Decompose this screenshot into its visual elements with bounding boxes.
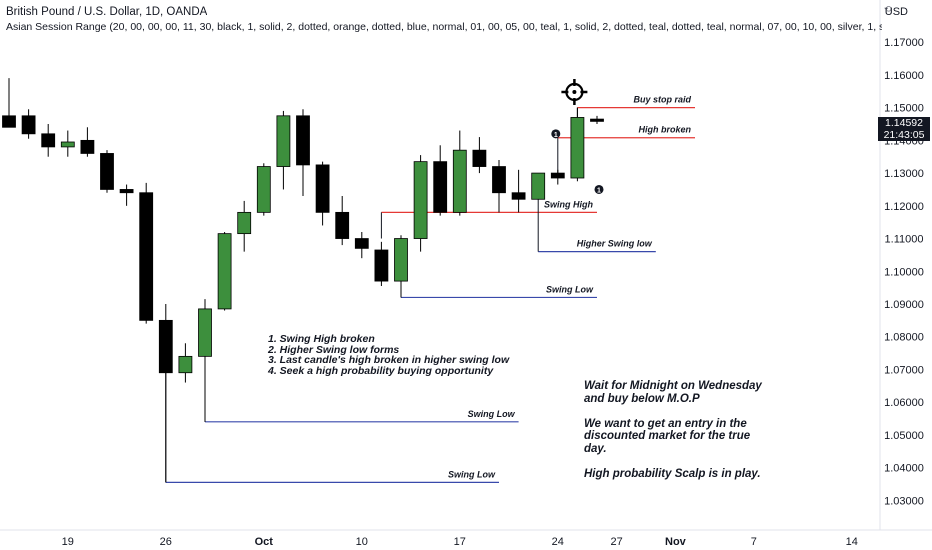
- y-tick-label: 1.17000: [884, 37, 924, 49]
- marker-badge: [594, 184, 604, 194]
- last-price: 1.14592: [885, 117, 923, 129]
- x-tick-label: Nov: [665, 536, 687, 548]
- candle-body[interactable]: [492, 166, 506, 194]
- step-2: 2. Higher Swing low forms: [268, 343, 400, 356]
- trade-steps-note: 1. Swing High broken 2. Higher Swing low…: [268, 334, 509, 376]
- candle-body[interactable]: [158, 319, 173, 374]
- y-tick-label: 1.10000: [884, 266, 924, 278]
- y-tick-label: 1.07000: [884, 364, 924, 376]
- candle-body[interactable]: [119, 189, 134, 194]
- note-line-5: discounted market for the true: [584, 430, 751, 442]
- level-label: High broken: [638, 125, 691, 135]
- y-tick-label: 1.09000: [884, 299, 924, 311]
- candle-body[interactable]: [511, 192, 526, 200]
- candle-body[interactable]: [237, 211, 252, 235]
- note-line-8: High probability Scalp is in play.: [584, 467, 761, 480]
- level-label: Swing Low: [448, 469, 496, 479]
- candle-body[interactable]: [413, 161, 428, 239]
- candle-body[interactable]: [41, 133, 56, 148]
- level-label: Swing High: [544, 199, 593, 209]
- level-label: Swing Low: [468, 409, 516, 419]
- y-tick-label: 1.15000: [884, 103, 924, 115]
- candle-body[interactable]: [550, 172, 565, 179]
- x-tick-label: 10: [356, 536, 368, 548]
- level-label: Buy stop raid: [633, 95, 691, 105]
- candle-body[interactable]: [394, 238, 408, 282]
- candle-body[interactable]: [374, 249, 389, 282]
- candle-body[interactable]: [276, 115, 291, 167]
- step-1: 1. Swing High broken: [268, 333, 375, 345]
- candle-body[interactable]: [80, 139, 95, 154]
- candle-body[interactable]: [256, 166, 271, 213]
- candle-body[interactable]: [21, 115, 36, 135]
- level-label: Higher Swing low: [577, 239, 653, 249]
- note-line-7: [584, 455, 762, 468]
- candle-body[interactable]: [60, 141, 75, 148]
- candle-body[interactable]: [570, 117, 585, 179]
- x-tick-label: Oct: [255, 536, 274, 548]
- x-tick-label: 19: [62, 536, 74, 548]
- y-tick-label: 1.16000: [884, 70, 924, 82]
- candle-body[interactable]: [335, 211, 350, 239]
- x-tick-label: 17: [454, 536, 466, 548]
- candle-body[interactable]: [590, 118, 604, 122]
- y-tick-label: 1.03000: [884, 495, 924, 507]
- marker-label: 1: [554, 132, 558, 139]
- x-tick-label: 14: [846, 536, 858, 548]
- note-line-3: [584, 405, 762, 418]
- y-tick-label: 1.04000: [884, 463, 924, 475]
- target-icon-center: [572, 90, 577, 94]
- note-line-6: day.: [584, 442, 607, 455]
- indicator-legend[interactable]: Asian Session Range (20, 00, 00, 00, 11,…: [6, 21, 882, 33]
- candle-body[interactable]: [2, 115, 16, 128]
- y-tick-label: 1.11000: [885, 234, 924, 246]
- x-tick-label: 7: [751, 536, 757, 548]
- marker-badge: [551, 129, 561, 139]
- last-price-tag: 1.14592 21:43:05: [878, 117, 930, 141]
- level-label: Swing Low: [546, 284, 594, 294]
- y-tick-label: 1.05000: [884, 430, 924, 442]
- x-tick-label: 27: [610, 536, 622, 548]
- y-tick-label: 1.08000: [884, 332, 924, 344]
- candle-body[interactable]: [100, 153, 114, 190]
- marker-label: 1: [597, 187, 601, 194]
- y-tick-label: 1.12000: [884, 201, 924, 213]
- candle-body[interactable]: [178, 355, 193, 374]
- candle-body[interactable]: [315, 164, 330, 213]
- candle-body[interactable]: [472, 149, 487, 167]
- y-tick-label: 1.06000: [884, 397, 924, 409]
- candle-body[interactable]: [198, 308, 212, 357]
- candle-body[interactable]: [531, 172, 546, 200]
- currency-label: USD: [884, 6, 908, 18]
- strategy-note: Wait for Midnight on Wednesday and buy b…: [584, 380, 762, 480]
- step-4: 4. Seek a high probability buying opport…: [268, 364, 494, 377]
- note-line-1: Wait for Midnight on Wednesday: [584, 380, 762, 392]
- note-line-2: and buy below M.O.P: [584, 392, 700, 405]
- candle-body[interactable]: [296, 115, 310, 166]
- note-line-4: We want to get an entry in the: [584, 417, 747, 430]
- x-tick-label: 24: [552, 536, 564, 548]
- candle-body[interactable]: [217, 233, 232, 310]
- candle-body[interactable]: [433, 161, 448, 213]
- settings-icon[interactable]: ⟲: [884, 5, 892, 15]
- candle-body[interactable]: [139, 192, 154, 321]
- step-3: 3. Last candle's high broken in higher s…: [268, 354, 510, 366]
- candle-body[interactable]: [354, 238, 369, 249]
- x-tick-label: 26: [160, 536, 172, 548]
- y-tick-label: 1.13000: [884, 168, 924, 180]
- chart-title: British Pound / U.S. Dollar, 1D, OANDA: [6, 6, 208, 18]
- candle-body[interactable]: [452, 149, 467, 213]
- bar-countdown: 21:43:05: [883, 129, 925, 141]
